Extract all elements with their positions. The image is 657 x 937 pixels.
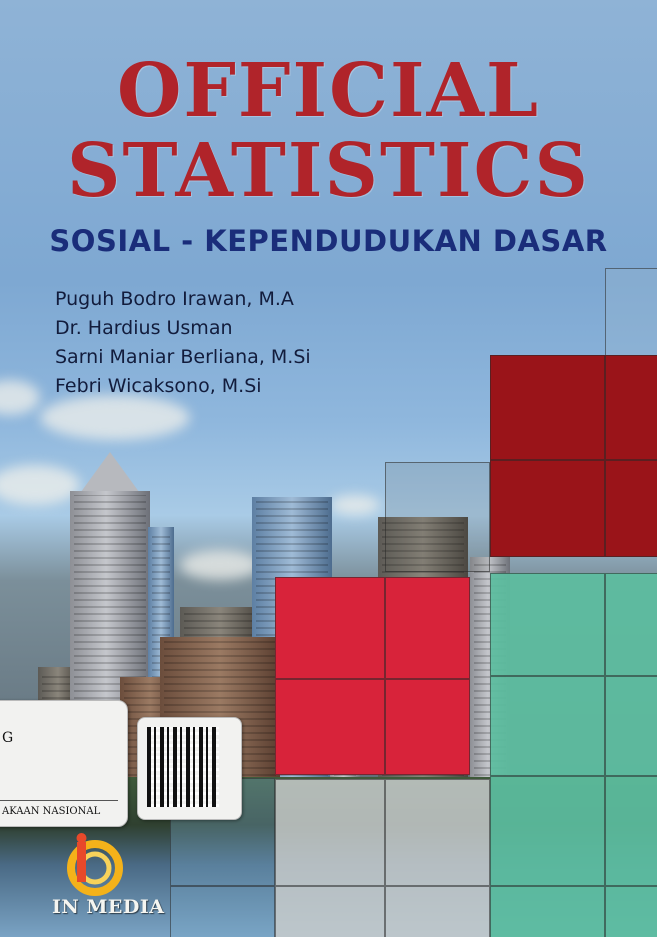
teal-square	[490, 573, 605, 676]
publisher-name: IN MEDIA	[52, 896, 165, 918]
red-square	[385, 577, 470, 679]
author-name: Puguh Bodro Irawan, M.A	[55, 288, 294, 310]
teal-square	[490, 776, 605, 886]
teal-square	[605, 886, 657, 937]
red-square	[275, 577, 385, 679]
cloud	[180, 550, 260, 580]
library-label-text: AKAAN NASIONAL	[2, 806, 101, 817]
red-square	[385, 679, 470, 775]
cloud	[0, 380, 40, 415]
author-name: Febri Wicaksono, M.Si	[55, 375, 262, 397]
author-name: Sarni Maniar Berliana, M.Si	[55, 346, 311, 368]
cloud	[330, 495, 380, 515]
teal-square	[605, 676, 657, 776]
library-label-sticker	[0, 700, 128, 827]
dark-red-square	[605, 355, 657, 460]
library-label-divider	[0, 800, 118, 801]
teal-square	[605, 776, 657, 886]
gray-square	[385, 886, 490, 937]
cloud	[0, 465, 80, 505]
library-label-letter: G	[2, 730, 14, 746]
grid-square	[170, 886, 275, 937]
title-line-1: OFFICIAL	[116, 48, 541, 134]
red-square	[275, 679, 385, 775]
author-list: Puguh Bodro Irawan, M.A Dr. Hardius Usma…	[55, 285, 311, 401]
in-media-logo-icon	[67, 833, 123, 896]
dark-red-square	[490, 460, 605, 557]
teal-square	[605, 573, 657, 676]
dark-red-square	[605, 460, 657, 557]
subtitle: SOSIAL - KEPENDUDUKAN DASAR	[49, 224, 608, 258]
cloud	[40, 395, 190, 440]
grid-square	[605, 268, 657, 358]
grid-square	[385, 462, 490, 572]
teal-square	[490, 886, 605, 937]
gray-square	[275, 779, 385, 886]
teal-square	[490, 676, 605, 776]
dark-red-square	[490, 355, 605, 460]
gray-square	[385, 779, 490, 886]
author-name: Dr. Hardius Usman	[55, 317, 233, 339]
title-line-2: STATISTICS	[67, 128, 590, 214]
qr-code-icon	[147, 727, 219, 807]
gray-square	[275, 886, 385, 937]
